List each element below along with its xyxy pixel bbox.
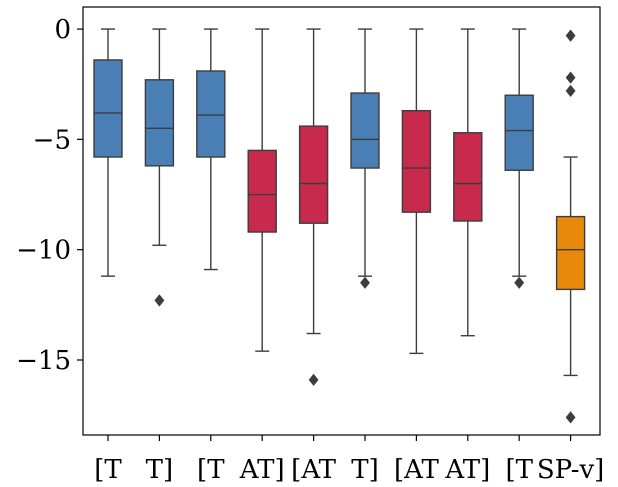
y-tick-label: 0 — [54, 15, 71, 45]
box-10 — [555, 215, 586, 291]
outlier-point — [565, 71, 576, 84]
outlier-point — [565, 411, 576, 424]
x-tick-label: AT] — [444, 455, 490, 485]
plot-frame — [82, 6, 601, 436]
x-tick-label: [T — [197, 455, 225, 485]
outlier-point — [565, 84, 576, 97]
box-8 — [453, 132, 483, 222]
box-5 — [298, 125, 329, 224]
x-tick-label: [AT — [394, 455, 439, 485]
box-9 — [504, 94, 534, 171]
box-3 — [196, 70, 226, 158]
y-tick-label: −15 — [16, 346, 71, 376]
y-tick-label: −10 — [16, 236, 71, 266]
x-tick-label: T] — [351, 455, 379, 485]
x-tick-label: AT] — [239, 455, 285, 485]
box-2 — [144, 79, 175, 167]
plot-area: 0−5−10−15[T T] [T AT] [AT T] [AT AT] [T SP-v] — [16, 6, 605, 485]
outlier-point — [360, 276, 370, 289]
box-4 — [247, 149, 277, 233]
y-tick-label: −5 — [33, 125, 71, 155]
x-tick-label: T] — [146, 455, 174, 485]
outlier-point — [154, 294, 165, 307]
box-1 — [93, 59, 123, 158]
box-7 — [401, 109, 432, 213]
x-tick-label: [T — [505, 455, 533, 485]
x-tick-label: [AT — [291, 455, 336, 485]
x-tick-label: [T — [94, 455, 122, 485]
box-6 — [350, 92, 380, 169]
outlier-point — [308, 373, 319, 386]
x-tick-label: SP-v] — [537, 455, 605, 485]
outlier-point — [565, 29, 576, 42]
outlier-point — [514, 276, 525, 289]
